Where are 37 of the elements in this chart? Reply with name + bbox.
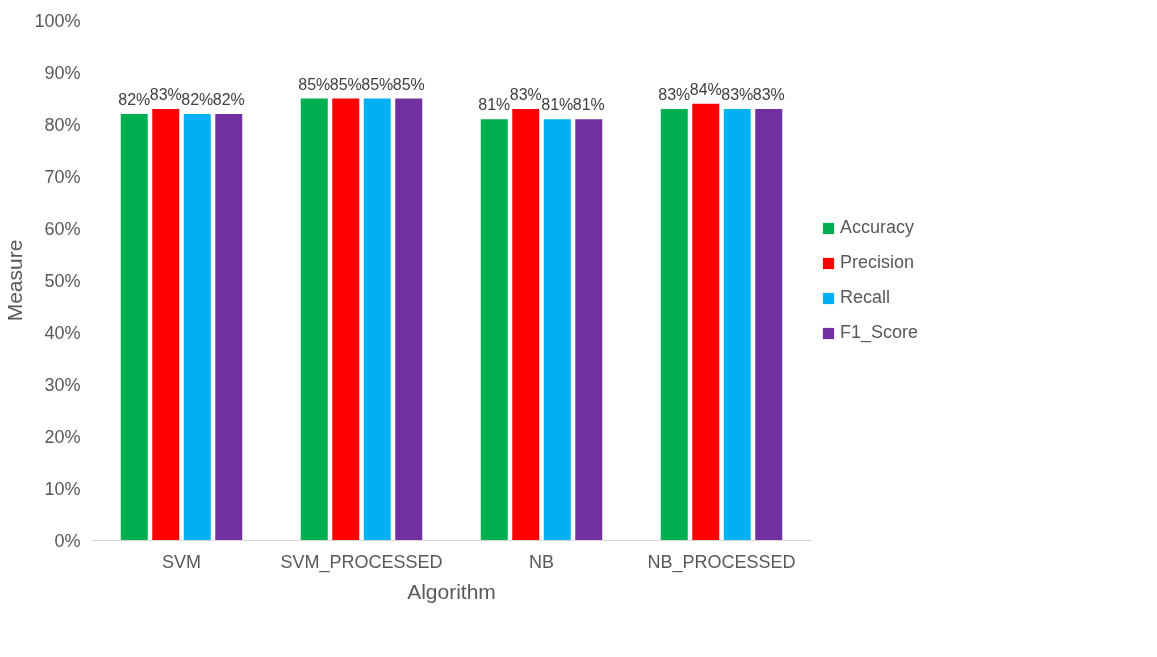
legend-label: Precision <box>840 252 915 273</box>
y-tick-label: 60% <box>44 218 81 239</box>
data-label: 83% <box>721 85 754 103</box>
data-label: 85% <box>361 75 394 93</box>
data-label: 85% <box>392 75 425 93</box>
y-tick-label: 80% <box>44 114 81 135</box>
legend-label: F1_Score <box>840 322 919 343</box>
data-label: 81% <box>478 96 511 114</box>
x-tick-label: NB <box>529 551 555 572</box>
y-tick-label: 0% <box>54 530 81 551</box>
y-tick-label: 40% <box>44 322 81 343</box>
y-axis-title: Measure <box>3 239 27 322</box>
data-label: 83% <box>149 85 182 103</box>
data-label: 81% <box>572 96 605 114</box>
legend-label: Recall <box>840 287 891 308</box>
y-tick-label: 50% <box>44 270 81 291</box>
data-label: 81% <box>541 96 574 114</box>
y-tick-label: 70% <box>44 166 81 187</box>
x-tick-label: SVM <box>162 551 202 572</box>
data-label: 85% <box>329 75 362 93</box>
data-label: 82% <box>212 91 245 109</box>
y-tick-label: 30% <box>44 374 81 395</box>
y-tick-label: 20% <box>44 426 81 447</box>
data-label: 82% <box>181 91 214 109</box>
data-label: 84% <box>689 80 722 98</box>
y-tick-label: 90% <box>44 62 81 83</box>
y-tick-label: 10% <box>44 478 81 499</box>
data-label: 85% <box>298 75 331 93</box>
data-label: 83% <box>509 85 542 103</box>
data-label: 83% <box>658 85 691 103</box>
data-label: 83% <box>752 85 785 103</box>
x-tick-label: NB_PROCESSED <box>647 551 796 573</box>
x-tick-label: SVM_PROCESSED <box>280 551 443 573</box>
x-axis-title: Algorithm <box>407 579 496 603</box>
data-label: 82% <box>118 91 151 109</box>
y-tick-label: 100% <box>34 10 81 31</box>
legend-label: Accuracy <box>840 217 915 238</box>
